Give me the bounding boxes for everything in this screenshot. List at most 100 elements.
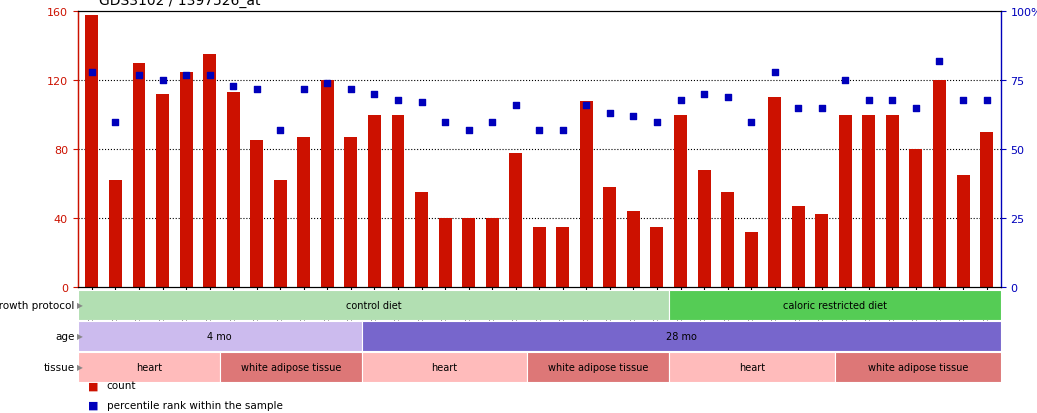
Point (484, 119, 501, 126)
Bar (227, 93, 240, 287)
Text: control diet: control diet (345, 300, 401, 310)
Point (861, 97, 877, 104)
Bar (133, 64, 145, 287)
Bar (933, 81, 946, 287)
Bar (792, 206, 805, 287)
Bar (485, 218, 499, 287)
Text: age: age (55, 331, 75, 341)
Point (413, 100, 429, 106)
Text: ▶: ▶ (77, 332, 83, 340)
Text: ▶: ▶ (77, 363, 83, 371)
Text: ■: ■ (88, 400, 99, 410)
Point (437, 119, 453, 126)
Bar (415, 192, 428, 287)
Text: 4 mo: 4 mo (207, 331, 232, 341)
Bar (368, 115, 381, 287)
Bar (463, 218, 475, 287)
Point (931, 59, 948, 65)
Text: heart: heart (136, 362, 162, 372)
Point (766, 69, 783, 76)
Bar (604, 188, 616, 287)
Bar (835, 352, 1001, 382)
Bar (627, 211, 640, 287)
Text: white adipose tissue: white adipose tissue (868, 362, 969, 372)
Bar (533, 227, 545, 287)
Point (319, 81, 336, 87)
Bar (815, 215, 829, 287)
Point (531, 127, 548, 134)
Text: heart: heart (431, 362, 457, 372)
Point (720, 94, 736, 101)
Bar (362, 352, 528, 382)
Point (885, 97, 901, 104)
Bar (721, 192, 734, 287)
Text: caloric restricted diet: caloric restricted diet (783, 300, 887, 310)
Bar (78, 321, 362, 351)
Point (837, 78, 853, 84)
Point (131, 72, 147, 79)
Text: white adipose tissue: white adipose tissue (549, 362, 648, 372)
Point (578, 102, 594, 109)
Bar (392, 115, 404, 287)
Point (907, 105, 924, 112)
Text: white adipose tissue: white adipose tissue (241, 362, 341, 372)
Bar (320, 81, 334, 287)
Bar (650, 227, 664, 287)
Bar (956, 176, 970, 287)
Point (272, 127, 288, 134)
Bar (839, 115, 851, 287)
Bar (698, 170, 710, 287)
Bar (362, 321, 1001, 351)
Point (813, 105, 830, 112)
Point (296, 86, 312, 93)
Text: 28 mo: 28 mo (666, 331, 697, 341)
Point (955, 97, 972, 104)
Bar (78, 290, 670, 320)
Bar (670, 352, 835, 382)
Point (155, 78, 171, 84)
Bar (509, 153, 523, 287)
Bar (78, 352, 220, 382)
Bar (298, 138, 310, 287)
Point (625, 114, 642, 120)
Point (177, 72, 194, 79)
Text: percentile rank within the sample: percentile rank within the sample (107, 400, 283, 410)
Bar (980, 133, 993, 287)
Point (460, 127, 477, 134)
Bar (274, 180, 286, 287)
Point (649, 119, 666, 126)
Point (366, 91, 383, 98)
Bar (85, 16, 99, 287)
Bar (768, 98, 781, 287)
Bar (344, 138, 358, 287)
Bar (179, 72, 193, 287)
Bar (220, 352, 362, 382)
Point (107, 119, 123, 126)
Bar (156, 95, 169, 287)
Bar (580, 102, 593, 287)
Text: growth protocol: growth protocol (0, 300, 75, 310)
Text: ▶: ▶ (77, 301, 83, 309)
Point (742, 119, 759, 126)
Text: heart: heart (739, 362, 765, 372)
Point (507, 102, 524, 109)
Point (555, 127, 571, 134)
Text: tissue: tissue (44, 362, 75, 372)
Bar (863, 115, 875, 287)
Bar (439, 218, 451, 287)
Text: count: count (107, 380, 136, 390)
Bar (745, 232, 758, 287)
Bar (909, 150, 923, 287)
Bar (528, 352, 670, 382)
Text: GDS3102 / 1397526_at: GDS3102 / 1397526_at (99, 0, 260, 8)
Bar (674, 115, 686, 287)
Bar (109, 180, 122, 287)
Text: ■: ■ (88, 380, 99, 390)
Point (249, 86, 265, 93)
Point (601, 111, 618, 117)
Point (225, 83, 242, 90)
Point (84, 69, 101, 76)
Point (342, 86, 359, 93)
Bar (250, 141, 263, 287)
Point (672, 97, 689, 104)
